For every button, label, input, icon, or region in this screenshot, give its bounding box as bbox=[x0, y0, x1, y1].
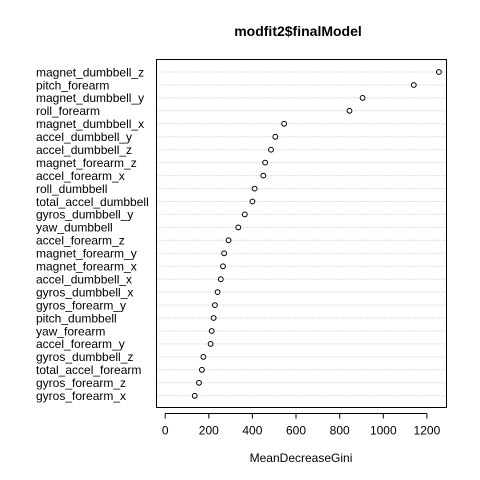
category-label: accel_forearm_x bbox=[36, 169, 125, 183]
data-point bbox=[199, 366, 205, 373]
data-point bbox=[272, 133, 279, 140]
category-label: gyros_dumbbell_y bbox=[36, 208, 133, 222]
data-point bbox=[410, 82, 417, 88]
data-point bbox=[346, 107, 353, 114]
category-label: total_accel_dumbbell bbox=[36, 195, 149, 209]
x-tick-label: 200 bbox=[199, 424, 219, 438]
data-point bbox=[221, 250, 228, 257]
data-point bbox=[225, 237, 232, 244]
category-label: gyros_forearm_x bbox=[36, 389, 126, 403]
category-label: magnet_forearm_y bbox=[36, 247, 137, 261]
data-point bbox=[436, 69, 442, 75]
data-point bbox=[249, 198, 256, 205]
category-label: accel_dumbbell_z bbox=[36, 143, 132, 157]
category-label: magnet_dumbbell_y bbox=[36, 91, 144, 105]
category-label: gyros_dumbbell_x bbox=[36, 285, 133, 299]
plot-frame bbox=[156, 59, 447, 408]
category-label: pitch_dumbbell bbox=[36, 311, 117, 325]
x-tick-label: 600 bbox=[286, 424, 306, 438]
category-label: accel_forearm_z bbox=[36, 234, 125, 248]
data-point bbox=[359, 95, 366, 101]
data-point bbox=[196, 379, 202, 386]
data-point bbox=[212, 302, 218, 309]
data-point bbox=[260, 172, 267, 179]
category-label: roll_dumbbell bbox=[36, 182, 107, 196]
data-point bbox=[235, 224, 242, 231]
data-point bbox=[191, 392, 198, 399]
data-point bbox=[200, 354, 207, 360]
category-label: gyros_dumbbell_z bbox=[36, 350, 133, 364]
x-tick-label: 0 bbox=[162, 424, 169, 438]
category-label: total_accel_forearm bbox=[36, 363, 141, 377]
category-label: yaw_forearm bbox=[36, 324, 105, 338]
category-label: gyros_forearm_y bbox=[36, 298, 126, 312]
data-point bbox=[268, 146, 274, 153]
data-point bbox=[262, 159, 269, 166]
chart-title: modfit2$finalModel bbox=[234, 23, 362, 39]
data-point bbox=[220, 263, 226, 270]
data-point bbox=[208, 328, 215, 334]
category-label: accel_dumbbell_y bbox=[36, 130, 132, 144]
data-point bbox=[281, 120, 288, 127]
x-axis-label: MeanDecreaseGini bbox=[250, 451, 353, 465]
data-point bbox=[207, 341, 214, 347]
data-point bbox=[251, 185, 258, 192]
data-point bbox=[210, 315, 217, 321]
category-label: accel_dumbbell_x bbox=[36, 273, 132, 287]
x-tick-label: 400 bbox=[242, 424, 262, 438]
data-point bbox=[214, 289, 221, 296]
category-label: accel_forearm_y bbox=[36, 337, 125, 351]
category-label: magnet_forearm_x bbox=[36, 260, 137, 274]
x-tick-label: 1200 bbox=[414, 424, 441, 438]
category-label: yaw_dumbbell bbox=[36, 221, 113, 235]
x-tick-label: 800 bbox=[330, 424, 350, 438]
category-label: magnet_forearm_z bbox=[36, 156, 137, 170]
category-label: magnet_dumbbell_z bbox=[36, 65, 144, 79]
data-point bbox=[241, 211, 248, 218]
category-label: roll_forearm bbox=[36, 104, 100, 118]
data-point bbox=[217, 276, 224, 283]
category-label: pitch_forearm bbox=[36, 78, 109, 92]
x-tick-label: 1000 bbox=[370, 424, 397, 438]
category-label: gyros_forearm_z bbox=[36, 376, 126, 390]
category-label: magnet_dumbbell_x bbox=[36, 117, 144, 131]
